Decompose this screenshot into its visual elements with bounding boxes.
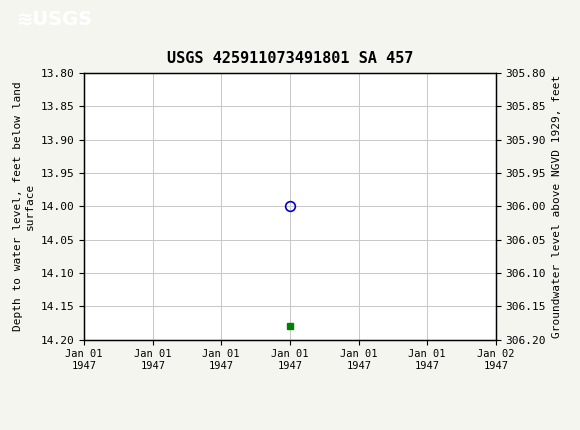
Text: ≋USGS: ≋USGS — [17, 10, 93, 29]
Y-axis label: Depth to water level, feet below land
surface: Depth to water level, feet below land su… — [13, 82, 35, 331]
Y-axis label: Groundwater level above NGVD 1929, feet: Groundwater level above NGVD 1929, feet — [552, 75, 561, 338]
Text: USGS 425911073491801 SA 457: USGS 425911073491801 SA 457 — [167, 51, 413, 66]
